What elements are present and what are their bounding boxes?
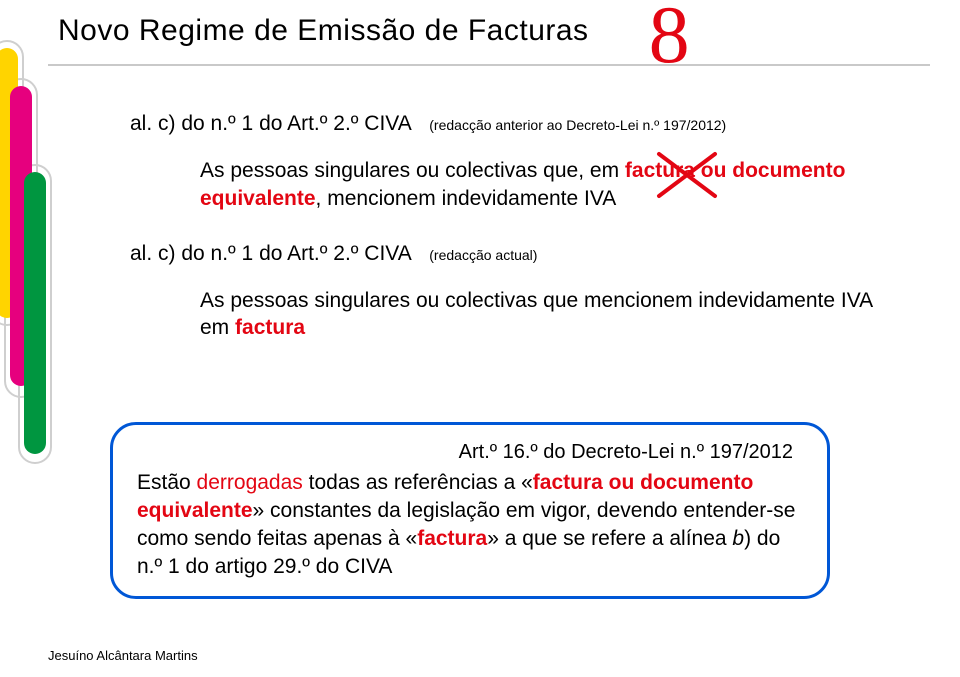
- callout-a: Estão: [137, 471, 197, 494]
- para2-body: As pessoas singulares ou colectivas que …: [200, 287, 905, 342]
- callout-f: factura: [417, 527, 487, 550]
- para1-body-c: , mencionem indevidamente IVA: [316, 187, 617, 210]
- callout-c: todas as referências a «: [303, 471, 533, 494]
- header-divider: [48, 64, 930, 66]
- page-number: 8: [649, 6, 690, 63]
- para1-prefix: al. c) do n.º 1 do Art.º 2.º CIVA: [130, 112, 412, 135]
- footer-author: Jesuíno Alcântara Martins: [48, 648, 198, 663]
- para1-body: As pessoas singulares ou colectivas que,…: [200, 157, 905, 212]
- callout-h: b: [732, 527, 744, 550]
- para1-heading: al. c) do n.º 1 do Art.º 2.º CIVA (redac…: [130, 110, 905, 137]
- para2-body-highlight: factura: [235, 316, 305, 339]
- para2-annotation: (redacção actual): [429, 247, 537, 263]
- para1-body-a: As pessoas singulares ou colectivas que,…: [200, 159, 625, 182]
- left-tab-green: [24, 172, 46, 454]
- callout-g: » a que se refere a alínea: [487, 527, 732, 550]
- main-content: al. c) do n.º 1 do Art.º 2.º CIVA (redac…: [130, 110, 905, 362]
- para2-heading: al. c) do n.º 1 do Art.º 2.º CIVA (redac…: [130, 240, 905, 267]
- para2-prefix: al. c) do n.º 1 do Art.º 2.º CIVA: [130, 242, 412, 265]
- callout-article-ref: Art.º 16.º do Decreto-Lei n.º 197/2012: [137, 439, 803, 465]
- header: Novo Regime de Emissão de Facturas 8: [58, 14, 690, 63]
- callout-box: Art.º 16.º do Decreto-Lei n.º 197/2012 E…: [110, 422, 830, 599]
- page-title: Novo Regime de Emissão de Facturas: [58, 14, 589, 48]
- para1-annotation: (redacção anterior ao Decreto-Lei n.º 19…: [429, 117, 726, 133]
- callout-body: Estão derrogadas todas as referências a …: [137, 469, 803, 580]
- callout-b: derrogadas: [197, 471, 303, 494]
